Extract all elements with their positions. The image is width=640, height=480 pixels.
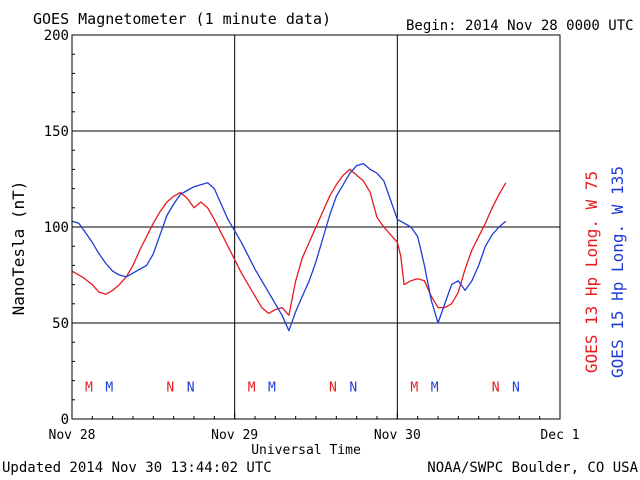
noon-midnight-marker: N [187,380,195,395]
y-tick-label: 150 [44,124,69,140]
noon-midnight-marker: M [268,380,276,395]
noon-midnight-marker: M [105,380,113,395]
updated-timestamp: Updated 2014 Nov 30 13:44:02 UTC [2,460,272,476]
series-line-goes15 [71,162,507,332]
x-tick-label: Nov 29 [211,428,258,443]
legend-goes13: GOES 13 Hp Long. W 75 [582,171,601,373]
noon-midnight-marker: N [349,380,357,395]
noon-midnight-marker: N [166,380,174,395]
noon-midnight-marker: M [85,380,93,395]
x-axis-label: Universal Time [251,443,361,458]
y-tick-label: 0 [61,412,69,428]
noon-midnight-marker: M [410,380,418,395]
noon-midnight-marker: N [512,380,520,395]
chart-title: GOES Magnetometer (1 minute data) [33,10,331,28]
series-layer [71,162,507,332]
x-tick-label: Dec 1 [540,428,579,443]
noon-midnight-marker: N [492,380,500,395]
series-line-goes13 [71,168,507,316]
credit-label: NOAA/SWPC Boulder, CO USA [427,460,638,476]
noon-midnight-marker: M [431,380,439,395]
x-axis-ticks: Nov 28 Nov 29 Nov 30 Dec 1 [49,413,580,443]
y-tick-label: 100 [44,220,69,236]
y-tick-label: 200 [44,28,69,44]
noon-midnight-marker: M [248,380,256,395]
grid [72,35,560,419]
begin-label: Begin: 2014 Nov 28 0000 UTC [406,18,634,34]
x-tick-label: Nov 28 [49,428,96,443]
y-tick-label: 50 [52,316,69,332]
noon-midnight-marker: N [329,380,337,395]
y-axis-ticks: 0 50 100 150 200 [44,28,78,428]
x-tick-label: Nov 30 [374,428,421,443]
y-axis-label: NanoTesla (nT) [9,181,28,316]
legend-goes15: GOES 15 Hp Long. W 135 [608,166,627,378]
